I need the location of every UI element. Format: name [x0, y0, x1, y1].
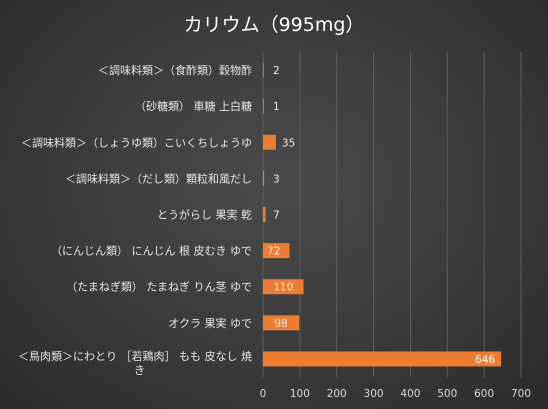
- bar-1: [263, 98, 264, 114]
- x-tick-label-7: 700: [511, 388, 531, 400]
- grid-lines: [262, 52, 522, 377]
- x-tick-label-0: 0: [260, 388, 267, 400]
- category-label-4: とうがらし 果実 乾: [157, 208, 252, 222]
- bar-6: [263, 279, 304, 295]
- x-tick-label-2: 200: [327, 388, 347, 400]
- category-label-1: （砂糖類） 車糖 上白糖: [135, 99, 252, 113]
- data-label-2: 35: [282, 137, 295, 149]
- data-label-3: 3: [273, 173, 280, 185]
- bar-2: [263, 134, 276, 150]
- x-tick-label-6: 600: [474, 388, 494, 400]
- bar-7: [263, 315, 300, 331]
- bar-5: [263, 243, 290, 259]
- chart-title: カリウム（995mg）: [184, 14, 365, 36]
- bars: [263, 62, 502, 367]
- bar-0: [263, 62, 264, 78]
- data-label-7: 98: [274, 318, 287, 330]
- x-tick-label-4: 400: [400, 388, 420, 400]
- category-label-7: オクラ 果実 ゆで: [168, 316, 252, 330]
- data-labels: 2 1 35 3 7 72 110 98 646: [267, 65, 495, 366]
- data-label-6: 110: [273, 282, 293, 294]
- bar-4: [263, 207, 266, 222]
- category-label-8: ＜鳥肉類＞にわとり ［若鶏肉］ もも 皮なし 焼き: [18, 349, 252, 377]
- data-label-5: 72: [267, 246, 280, 258]
- data-label-8: 646: [475, 354, 495, 366]
- category-label-2: ＜調味料類＞（しょうゆ類）こいくちしょうゆ: [21, 135, 252, 149]
- bar-3: [263, 170, 265, 186]
- category-label-5: （にんじん類） にんじん 根 皮むき ゆで: [51, 244, 252, 258]
- category-label-6: （たまねぎ類） たまねぎ りん茎 ゆで: [66, 280, 252, 294]
- x-tick-label-5: 500: [437, 388, 457, 400]
- category-label-0: ＜調味料類＞（食酢類）穀物酢: [98, 63, 252, 77]
- data-label-4: 7: [273, 210, 280, 222]
- x-tick-label-3: 300: [364, 388, 384, 400]
- category-label-3: ＜調味料類＞（だし類）顆粒和風だし: [65, 171, 252, 185]
- bar-8: [263, 351, 502, 367]
- x-axis-ticks: 0 100 200 300 400 500 600 700: [260, 388, 531, 400]
- data-label-1: 1: [273, 101, 280, 113]
- x-tick-label-1: 100: [290, 388, 310, 400]
- data-label-0: 2: [273, 65, 280, 77]
- category-labels: ＜調味料類＞（食酢類）穀物酢 （砂糖類） 車糖 上白糖 ＜調味料類＞（しょうゆ類）こ…: [18, 63, 252, 377]
